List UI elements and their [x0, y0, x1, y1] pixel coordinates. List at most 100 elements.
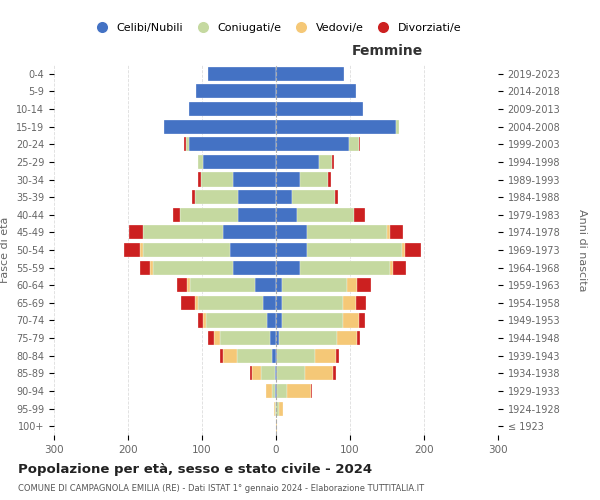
Bar — [277, 348, 315, 363]
Bar — [343, 314, 359, 328]
Bar — [276, 296, 282, 310]
Bar — [276, 419, 277, 433]
Bar — [223, 226, 276, 239]
Bar — [315, 348, 336, 363]
Bar — [194, 296, 197, 310]
Bar — [270, 331, 276, 345]
Bar — [336, 348, 339, 363]
Bar — [297, 208, 355, 222]
Bar — [276, 331, 279, 345]
Bar — [335, 190, 338, 204]
Bar — [153, 260, 233, 274]
Bar — [130, 226, 143, 239]
Bar — [358, 278, 371, 292]
Text: Popolazione per età, sesso e stato civile - 2024: Popolazione per età, sesso e stato civil… — [18, 462, 372, 475]
Bar — [208, 331, 214, 345]
Bar — [276, 120, 396, 134]
Bar — [349, 137, 359, 152]
Bar — [276, 366, 277, 380]
Bar — [332, 155, 334, 169]
Bar — [276, 84, 356, 98]
Bar — [197, 314, 203, 328]
Bar — [328, 172, 331, 186]
Bar — [282, 314, 343, 328]
Bar — [272, 348, 276, 363]
Bar — [299, 260, 390, 274]
Text: Femmine: Femmine — [352, 44, 422, 58]
Bar — [263, 296, 276, 310]
Text: COMUNE DI CAMPAGNOLA EMILIA (RE) - Dati ISTAT 1° gennaio 2024 - Elaborazione TUT: COMUNE DI CAMPAGNOLA EMILIA (RE) - Dati … — [18, 484, 424, 493]
Bar — [276, 67, 344, 81]
Bar — [177, 278, 187, 292]
Bar — [275, 384, 276, 398]
Bar — [237, 348, 272, 363]
Bar — [233, 172, 276, 186]
Bar — [347, 278, 358, 292]
Bar — [194, 190, 238, 204]
Bar — [276, 348, 277, 363]
Bar — [196, 84, 276, 98]
Bar — [356, 296, 366, 310]
Bar — [140, 243, 143, 257]
Bar — [238, 190, 276, 204]
Bar — [276, 155, 319, 169]
Y-axis label: Fasce di età: Fasce di età — [1, 217, 10, 283]
Bar — [190, 278, 255, 292]
Bar — [311, 384, 312, 398]
Bar — [337, 331, 358, 345]
Bar — [230, 243, 276, 257]
Bar — [140, 260, 150, 274]
Bar — [358, 331, 361, 345]
Bar — [299, 172, 328, 186]
Bar — [282, 296, 343, 310]
Bar — [238, 208, 276, 222]
Bar — [203, 314, 206, 328]
Bar — [124, 243, 140, 257]
Bar — [359, 137, 361, 152]
Bar — [272, 384, 275, 398]
Y-axis label: Anni di nascita: Anni di nascita — [577, 209, 587, 291]
Bar — [220, 348, 223, 363]
Bar — [279, 402, 283, 415]
Bar — [319, 155, 332, 169]
Bar — [191, 190, 194, 204]
Bar — [203, 155, 276, 169]
Bar — [276, 102, 364, 116]
Bar — [197, 296, 263, 310]
Bar — [261, 366, 275, 380]
Bar — [390, 226, 403, 239]
Bar — [276, 243, 307, 257]
Bar — [277, 384, 287, 398]
Bar — [307, 226, 387, 239]
Bar — [276, 260, 299, 274]
Bar — [279, 331, 337, 345]
Bar — [184, 137, 186, 152]
Bar — [359, 314, 365, 328]
Bar — [201, 172, 233, 186]
Bar — [333, 366, 336, 380]
Bar — [276, 278, 282, 292]
Bar — [253, 366, 261, 380]
Bar — [276, 402, 279, 415]
Bar — [164, 120, 276, 134]
Bar — [188, 102, 276, 116]
Bar — [292, 190, 335, 204]
Bar — [276, 384, 277, 398]
Bar — [275, 402, 276, 415]
Bar — [223, 348, 237, 363]
Bar — [305, 366, 333, 380]
Bar — [198, 172, 201, 186]
Bar — [276, 226, 307, 239]
Bar — [276, 190, 292, 204]
Bar — [267, 314, 276, 328]
Bar — [208, 67, 276, 81]
Bar — [220, 331, 270, 345]
Bar — [355, 208, 365, 222]
Bar — [188, 137, 276, 152]
Bar — [405, 243, 421, 257]
Bar — [181, 296, 194, 310]
Bar — [343, 296, 356, 310]
Bar — [396, 120, 399, 134]
Bar — [250, 366, 253, 380]
Bar — [197, 155, 203, 169]
